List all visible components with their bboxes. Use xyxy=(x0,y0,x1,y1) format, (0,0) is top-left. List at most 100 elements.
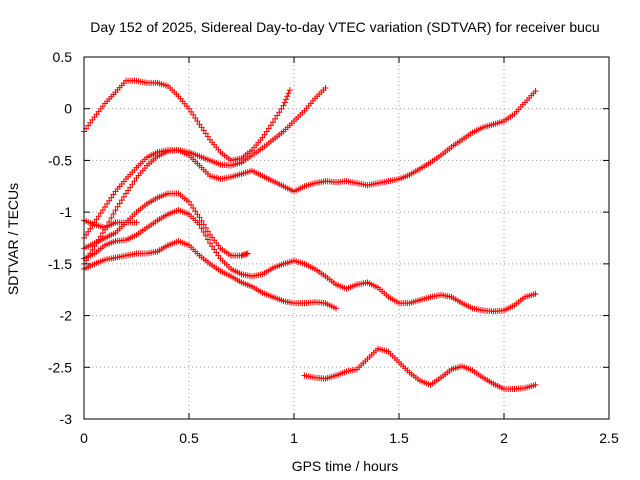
data-point xyxy=(190,111,197,118)
data-point xyxy=(244,250,251,257)
y-tick-label: -0.5 xyxy=(48,152,72,168)
data-point xyxy=(104,200,111,207)
data-point xyxy=(99,207,106,214)
data-points xyxy=(81,77,539,393)
data-point xyxy=(263,128,270,135)
data-point xyxy=(196,221,203,228)
data-point xyxy=(188,108,195,115)
y-tick-label: 0 xyxy=(64,101,72,117)
data-point xyxy=(274,112,281,119)
data-point xyxy=(286,87,293,94)
data-point xyxy=(284,93,291,100)
y-tick-labels: 0.5 0 -0.5 -1 -1.5 -2 -2.5 -3 xyxy=(48,49,72,427)
data-point xyxy=(213,249,220,256)
data-point xyxy=(186,105,192,112)
data-point xyxy=(207,240,213,247)
data-point xyxy=(532,290,539,297)
data-point xyxy=(194,118,201,125)
data-point xyxy=(110,191,117,198)
data-point xyxy=(127,184,134,191)
data-point xyxy=(211,246,218,253)
data-point xyxy=(283,96,290,103)
data-point xyxy=(85,228,92,235)
data-point xyxy=(194,211,201,218)
data-point xyxy=(285,90,292,97)
data-point xyxy=(106,197,113,204)
data-point xyxy=(112,207,119,214)
data-point xyxy=(198,225,205,232)
data-point xyxy=(108,214,115,221)
data-point xyxy=(116,200,123,207)
y-tick-label: -2.5 xyxy=(48,359,72,375)
x-tick-label: 1.5 xyxy=(389,430,409,446)
data-point xyxy=(190,205,197,212)
data-point xyxy=(270,119,276,126)
y-tick-label: -1 xyxy=(60,204,73,220)
data-point xyxy=(204,236,211,243)
data-point xyxy=(87,225,94,232)
data-point xyxy=(532,381,539,388)
data-point xyxy=(196,214,203,221)
data-point xyxy=(200,127,207,134)
x-tick-label: 2 xyxy=(500,430,508,446)
data-point xyxy=(280,102,287,109)
data-point xyxy=(202,232,209,239)
data-point xyxy=(192,115,199,122)
y-tick-label: -3 xyxy=(60,411,73,427)
data-point xyxy=(198,217,205,224)
data-point xyxy=(200,229,207,236)
data-point xyxy=(267,122,274,129)
data-point xyxy=(131,178,138,185)
y-axis-label: SDTVAR / TECUs xyxy=(5,183,21,295)
x-tick-label: 0.5 xyxy=(179,430,199,446)
data-point xyxy=(259,134,266,141)
data-point xyxy=(265,125,272,132)
series-sat-6 xyxy=(81,207,539,315)
data-point xyxy=(120,193,127,200)
data-point xyxy=(186,198,192,205)
x-tick-labels: 0 0.5 1 1.5 2 2.5 xyxy=(80,430,619,446)
data-point xyxy=(93,216,100,223)
data-point xyxy=(202,130,209,137)
data-point xyxy=(123,190,129,197)
data-point xyxy=(95,213,102,220)
data-point xyxy=(133,219,140,226)
grid-lines xyxy=(84,57,609,419)
chart-title: Day 152 of 2025, Sidereal Day-to-day VTE… xyxy=(90,19,599,35)
data-point xyxy=(278,105,285,112)
data-point xyxy=(102,203,108,210)
x-tick-label: 1 xyxy=(290,430,298,446)
x-axis-label: GPS time / hours xyxy=(292,458,399,474)
data-point xyxy=(114,203,121,210)
data-point xyxy=(192,208,199,215)
y-tick-label: -1.5 xyxy=(48,256,72,272)
data-point xyxy=(209,243,216,250)
y-tick-label: 0.5 xyxy=(53,49,73,65)
data-point xyxy=(281,99,288,106)
series-sat-1 xyxy=(81,77,293,164)
data-point xyxy=(129,181,136,188)
data-point xyxy=(110,211,117,218)
data-point xyxy=(204,228,211,235)
data-point xyxy=(261,131,268,138)
data-point xyxy=(99,230,106,237)
data-point xyxy=(125,187,132,194)
axis-ticks xyxy=(83,56,610,420)
data-point xyxy=(118,197,125,204)
data-point xyxy=(108,194,115,201)
x-tick-label: 2.5 xyxy=(599,430,619,446)
plot-frame xyxy=(83,56,610,420)
data-point xyxy=(272,115,279,122)
series-sat-2 xyxy=(81,85,329,241)
data-point xyxy=(188,201,195,208)
data-point xyxy=(215,252,222,259)
data-point xyxy=(322,85,329,92)
data-point xyxy=(532,88,539,95)
data-point xyxy=(97,210,104,217)
data-point xyxy=(196,121,203,128)
y-tick-label: -2 xyxy=(60,308,73,324)
data-point xyxy=(204,133,211,140)
data-point xyxy=(198,124,205,131)
